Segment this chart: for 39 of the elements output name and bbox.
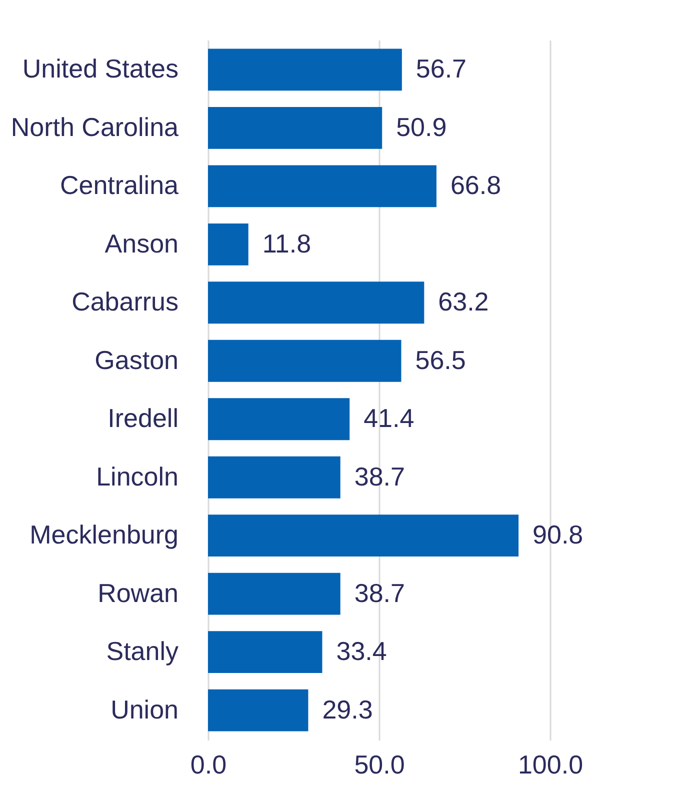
- data-label: 56.7: [416, 54, 467, 84]
- data-label: 63.2: [438, 286, 489, 317]
- y-tick-label: Stanly: [106, 636, 178, 666]
- data-label: 41.4: [364, 403, 414, 434]
- bar: [208, 514, 519, 557]
- bar: [208, 48, 402, 91]
- bar: [208, 223, 248, 266]
- bar: [208, 282, 424, 324]
- y-tick-label: Iredell: [108, 403, 178, 434]
- x-tick-label: 100.0: [518, 750, 584, 780]
- x-tick-label: 0.0: [190, 750, 227, 780]
- data-label: 66.8: [450, 170, 502, 200]
- bar: [208, 165, 436, 208]
- y-tick-label: Lincoln: [96, 461, 178, 492]
- bar: [208, 340, 402, 382]
- y-tick-label: Mecklenburg: [30, 520, 178, 550]
- y-tick-label: Anson: [104, 228, 178, 258]
- x-tick-label: 50.0: [354, 750, 405, 780]
- data-label: 11.8: [262, 228, 312, 258]
- y-tick-label: North Carolina: [10, 112, 180, 142]
- y-tick-label: Gaston: [94, 344, 178, 375]
- y-tick-label: Centralina: [60, 170, 180, 200]
- bar: [208, 631, 322, 674]
- y-tick-label: Union: [110, 694, 178, 724]
- data-label: 90.8: [532, 520, 584, 550]
- data-label: 38.7: [354, 578, 405, 608]
- bar: [208, 689, 308, 732]
- bar: [208, 456, 340, 498]
- bar: [208, 572, 340, 615]
- data-label: 38.7: [354, 461, 405, 492]
- y-tick-label: Cabarrus: [72, 286, 178, 317]
- data-label: 29.3: [322, 694, 373, 724]
- y-tick-label: Rowan: [98, 578, 178, 608]
- data-label: 56.5: [415, 344, 466, 375]
- y-tick-label: United States: [22, 54, 178, 84]
- data-label: 33.4: [336, 636, 387, 666]
- bar: [208, 106, 382, 149]
- bar: [208, 398, 350, 440]
- data-label: 50.9: [396, 112, 447, 142]
